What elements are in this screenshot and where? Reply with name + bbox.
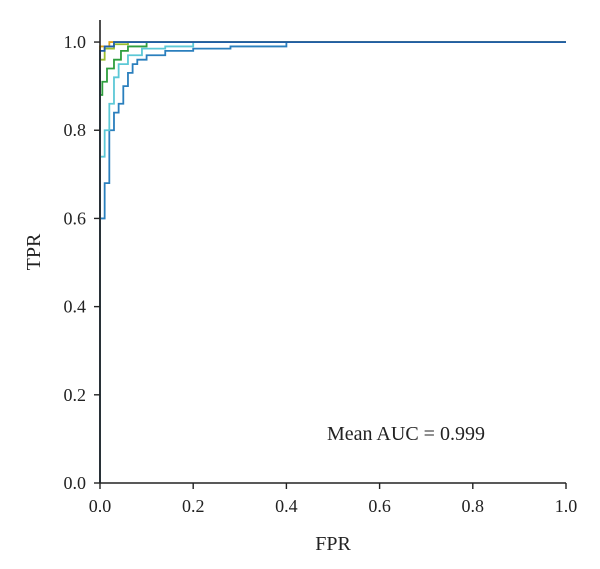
y-tick-label: 0.0	[64, 473, 87, 493]
roc-curve-4	[99, 41, 566, 483]
y-tick-label: 0.2	[64, 385, 87, 405]
roc-curve-5	[99, 41, 566, 483]
y-tick-label: 1.0	[64, 32, 87, 52]
roc-curve-6	[99, 41, 566, 483]
y-tick-label: 0.6	[64, 208, 87, 228]
y-tick-label: 0.8	[64, 120, 87, 140]
x-tick-label: 0.6	[368, 496, 391, 516]
x-tick-label: 0.0	[89, 496, 112, 516]
x-tick-label: 0.8	[462, 496, 485, 516]
y-tick-label: 0.4	[64, 297, 87, 317]
roc-curve-3	[99, 41, 566, 483]
x-tick-label: 0.2	[182, 496, 205, 516]
series-layer	[99, 41, 566, 483]
roc-curve-1	[99, 41, 566, 483]
x-tick-label: 1.0	[555, 496, 578, 516]
x-tick-label: 0.4	[275, 496, 298, 516]
roc-curve-2	[99, 41, 566, 483]
mean-auc-annotation: Mean AUC = 0.999	[327, 423, 485, 445]
y-axis-title: TPR	[23, 233, 45, 270]
ticks: 0.0 0.2 0.4 0.6 0.8 1.0 0.0 0.2 0.4 0.6 0.8 1.0	[64, 32, 578, 516]
axes	[99, 20, 566, 484]
x-axis-title: FPR	[315, 533, 351, 555]
